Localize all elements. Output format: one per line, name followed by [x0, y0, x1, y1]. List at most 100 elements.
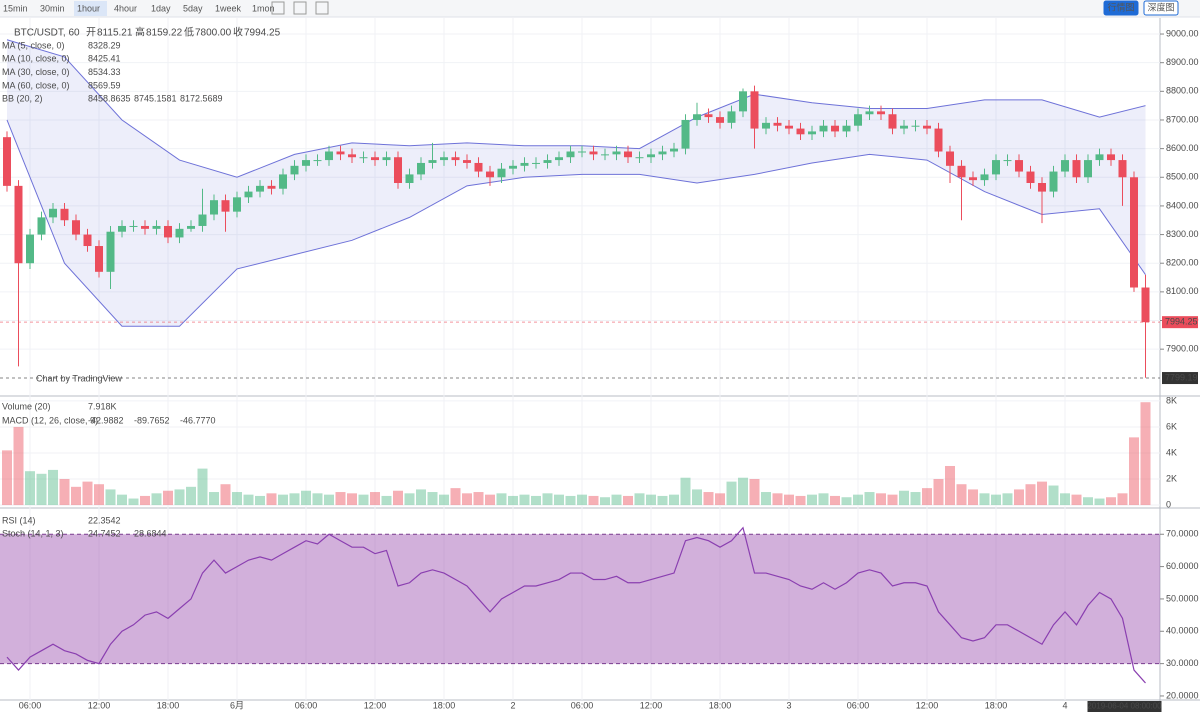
volume-bar — [151, 493, 162, 506]
volume-bar — [692, 489, 702, 506]
bb-upper — [6, 39, 1146, 178]
volume-bar — [657, 495, 668, 506]
price-label-box — [1162, 372, 1198, 385]
candle-body — [313, 160, 322, 162]
view-button[interactable] — [1143, 0, 1179, 16]
volume-bar — [25, 471, 35, 506]
volume-bar — [117, 494, 127, 506]
candle-body — [1061, 160, 1069, 172]
candle-body — [566, 151, 575, 158]
candle-body — [486, 171, 494, 178]
volume-bar — [669, 494, 679, 506]
candle-body — [497, 168, 506, 178]
volume-bar — [174, 489, 185, 506]
candle-body — [198, 214, 207, 226]
volume-bar — [347, 493, 357, 506]
volume-bar — [450, 488, 461, 506]
y-tick-label: 8200.00 — [1166, 258, 1199, 268]
candle-body — [1141, 287, 1150, 323]
candle-body — [831, 125, 839, 132]
candle-body — [141, 225, 149, 229]
volume-bar — [370, 492, 380, 506]
volume-bar — [94, 484, 104, 506]
legend-value: 8328.29 — [88, 40, 121, 50]
candle-body — [72, 220, 80, 235]
candle-body — [704, 114, 713, 118]
candle-body — [233, 197, 241, 212]
interval-button[interactable]: 1hour — [77, 3, 100, 13]
volume-bar — [232, 492, 242, 506]
interval-button[interactable]: 5day — [183, 3, 203, 13]
candle-body — [256, 185, 264, 192]
candle-body — [796, 128, 805, 135]
y-tick-label: 8600.00 — [1166, 143, 1199, 153]
volume-bar — [473, 492, 484, 506]
volume-bar — [703, 492, 714, 506]
candle-body — [612, 151, 621, 155]
y-tick-label: 8700.00 — [1166, 114, 1199, 124]
candle-body — [750, 91, 759, 129]
view-button[interactable] — [1103, 0, 1139, 16]
volume-bar — [715, 493, 725, 506]
candle-body — [83, 234, 92, 247]
candle-body — [152, 225, 161, 229]
volume-bar — [485, 494, 495, 506]
y-tick-label: 8K — [1166, 395, 1177, 405]
candle-body — [624, 151, 632, 158]
panes — [0, 18, 1200, 712]
volume-bar — [393, 490, 403, 506]
y-tick-label: 2K — [1166, 473, 1177, 483]
candle-body — [980, 174, 989, 181]
candle-body — [1118, 160, 1127, 178]
candle-body — [992, 160, 1000, 175]
candle-body — [658, 151, 667, 155]
volume-bar — [1060, 493, 1070, 506]
volume-bar — [266, 493, 277, 506]
volume-bar — [554, 494, 564, 506]
toolbar-icon[interactable] — [271, 1, 285, 15]
interval-button[interactable]: 1mon — [252, 3, 275, 13]
volume-bar — [1083, 497, 1093, 506]
ohlc-label: 高 — [135, 26, 145, 39]
cursor-time: 2019-06-04 08:00:00 — [1087, 702, 1162, 711]
candle-body — [681, 119, 690, 149]
legend-name: MA (60, close, 0) — [2, 80, 70, 90]
interval-button[interactable]: 1day — [151, 3, 171, 13]
volume-bar — [899, 490, 909, 506]
volume-bar — [439, 494, 449, 506]
legend-value: 28.6844 — [134, 528, 167, 538]
interval-button[interactable]: 1week — [215, 3, 242, 13]
interval-button[interactable]: 4hour — [114, 3, 137, 13]
view-button-label: 深度图 — [1147, 1, 1174, 12]
interval-button[interactable]: 30min — [40, 3, 65, 13]
candle-body — [1095, 154, 1104, 161]
candle-body — [934, 128, 943, 152]
volume-bar — [335, 492, 346, 506]
volume-bar — [830, 495, 840, 506]
y-tick-label: 30.0000 — [1166, 658, 1199, 668]
candle-body — [762, 122, 770, 129]
volume-bar — [163, 490, 173, 506]
volume-bar — [48, 469, 58, 506]
volume-bar — [611, 494, 622, 506]
toolbar-icon[interactable] — [315, 1, 329, 15]
candle-body — [739, 91, 747, 112]
candle-body — [118, 225, 126, 232]
candle-body — [635, 157, 644, 159]
ohlc-value: 7800.00 — [195, 28, 232, 39]
toolbar-icon[interactable] — [293, 1, 307, 15]
legend-value: 8534.33 — [88, 67, 121, 77]
candle-body — [279, 174, 287, 189]
candle-body — [164, 225, 172, 238]
x-tick-label: 12:00 — [364, 700, 387, 710]
volume-bar — [922, 488, 932, 506]
volume-bar — [1037, 481, 1047, 506]
volume-bar — [427, 492, 438, 506]
candle-body — [221, 200, 230, 212]
interval-button[interactable]: 15min — [3, 3, 28, 13]
x-tick-label: 12:00 — [916, 700, 939, 710]
legend-name: MA (30, close, 0) — [2, 67, 70, 77]
price-label: 7994.25 — [1165, 317, 1198, 327]
candle-body — [428, 160, 437, 163]
